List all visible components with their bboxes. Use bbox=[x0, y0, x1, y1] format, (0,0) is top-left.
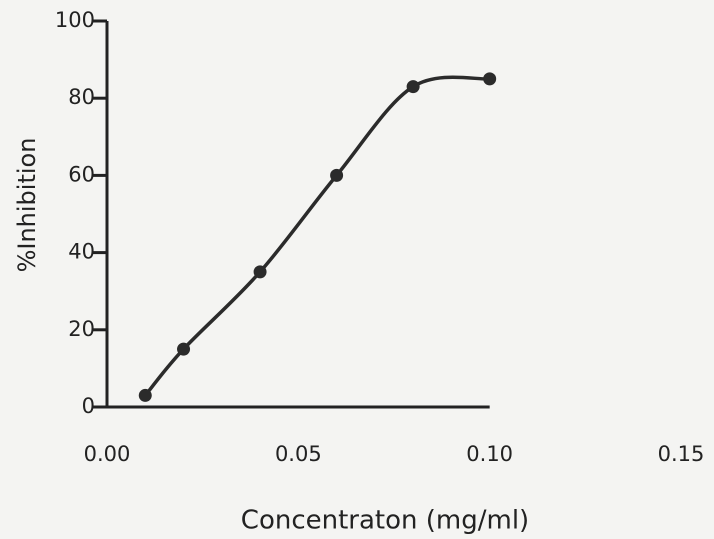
point bbox=[483, 72, 497, 86]
point bbox=[177, 342, 191, 356]
x-tick-label: 0.05 bbox=[275, 442, 322, 466]
point bbox=[138, 388, 152, 402]
y-tick-label: 0 bbox=[82, 394, 95, 418]
x-tick-label: 0.15 bbox=[658, 442, 705, 466]
x-tick-label: 0.10 bbox=[466, 442, 513, 466]
x-tick-label: 0.00 bbox=[84, 442, 131, 466]
y-tick-label: 60 bbox=[68, 162, 95, 186]
y-tick-label: 100 bbox=[55, 8, 95, 32]
y-tick-label: 40 bbox=[68, 240, 95, 264]
y-axis-title: %Inhibition bbox=[13, 138, 41, 273]
line bbox=[143, 75, 490, 397]
point bbox=[330, 168, 344, 182]
y-tick-label: 20 bbox=[68, 317, 95, 341]
y-tick-label: 80 bbox=[68, 85, 95, 109]
point bbox=[406, 80, 420, 94]
point bbox=[253, 265, 267, 279]
x-axis-title: Concentraton (mg/ml) bbox=[241, 506, 529, 536]
